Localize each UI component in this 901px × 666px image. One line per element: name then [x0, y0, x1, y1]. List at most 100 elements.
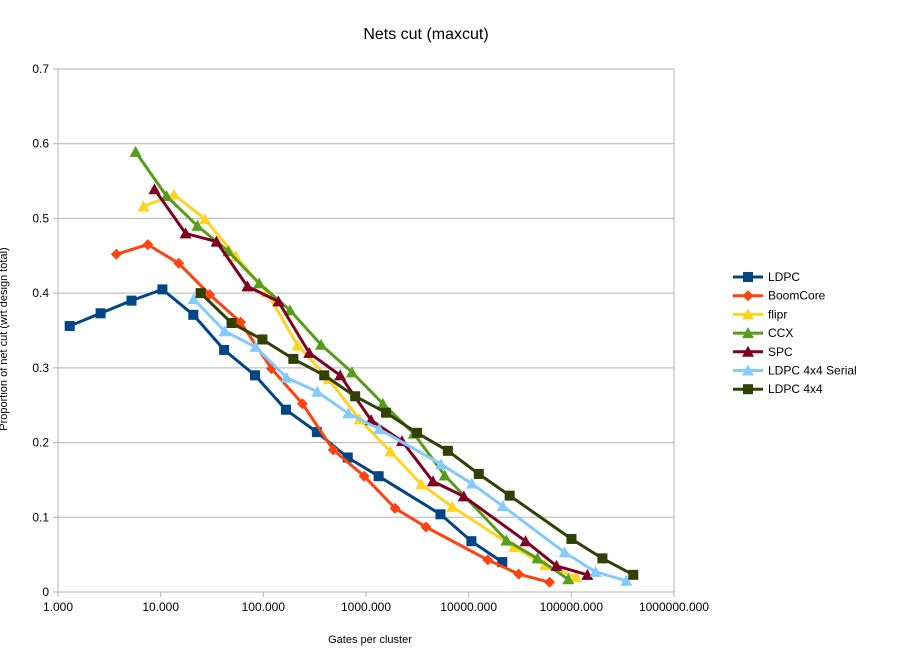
- data-point-ldpc: [250, 370, 261, 381]
- series-line-flipr: [142, 193, 577, 579]
- data-point-flipr: [415, 478, 428, 490]
- y-tick-label: 0.6: [32, 137, 49, 151]
- data-point-ldpc-4x4: [226, 318, 237, 329]
- data-point-ccx: [160, 190, 173, 202]
- data-point-spc: [426, 475, 439, 487]
- y-tick-label: 0.1: [32, 510, 49, 524]
- data-point-ldpc-4x4-serial: [187, 293, 200, 305]
- legend-item-ldpc-4x4-serial: LDPC 4x4 Serial: [733, 364, 857, 378]
- data-point-ccx: [438, 469, 451, 481]
- data-point-boomcore: [544, 576, 556, 588]
- y-tick-label: 0.4: [32, 286, 49, 300]
- series-flipr: [137, 188, 582, 583]
- data-point-ccx: [500, 534, 513, 546]
- data-point-ldpc-4x4-serial: [434, 458, 447, 470]
- x-tick-label: 100000.000: [540, 600, 604, 614]
- data-point-spc: [550, 559, 563, 571]
- gridlines: [53, 68, 674, 593]
- data-point-ldpc-4x4-serial: [620, 574, 633, 586]
- data-point-spc: [457, 490, 470, 502]
- legend-item-spc: SPC: [733, 345, 793, 359]
- data-point-ldpc: [311, 427, 322, 438]
- y-tick-label: 0.7: [32, 62, 49, 76]
- series-ldpc: [64, 284, 508, 568]
- data-point-spc: [334, 369, 347, 381]
- data-point-ldpc-4x4: [288, 353, 299, 364]
- legend-label: LDPC 4x4 Serial: [768, 364, 857, 378]
- data-point-flipr: [446, 500, 459, 512]
- data-point-ldpc-4x4: [319, 370, 330, 381]
- legend-label: flipr: [768, 307, 787, 321]
- data-point-boomcore: [513, 568, 525, 580]
- data-point-boomcore: [327, 444, 339, 456]
- data-point-spc: [210, 235, 223, 247]
- x-tick-labels: 1.000 10.000 100.000 1000.000 10000.000 10000…: [43, 592, 709, 614]
- y-tick-label: 0: [42, 585, 49, 599]
- legend-label: LDPC 4x4: [768, 382, 823, 396]
- data-point-flipr: [137, 200, 150, 212]
- x-axis-label: Gates per cluster: [328, 634, 412, 646]
- data-point-ccx: [376, 397, 389, 409]
- data-point-ldpc-4x4: [442, 445, 453, 456]
- legend-marker: [742, 290, 754, 302]
- data-point-ldpc: [126, 295, 137, 306]
- data-point-ldpc: [373, 471, 384, 482]
- data-point-ccx: [284, 304, 297, 316]
- data-point-flipr: [168, 188, 181, 200]
- data-point-flipr: [569, 571, 582, 583]
- legend-label: CCX: [768, 326, 793, 340]
- legend-item-ldpc-4x4: LDPC 4x4: [733, 382, 823, 396]
- data-point-ldpc: [280, 404, 291, 415]
- data-point-ldpc-4x4-serial: [218, 325, 231, 337]
- data-point-ldpc-4x4-serial: [342, 407, 355, 419]
- y-tick-labels: 0 0.1 0.2 0.3 0.4 0.5 0.6 0.7: [32, 62, 49, 599]
- data-point-ldpc: [95, 308, 106, 319]
- data-point-boomcore: [482, 554, 494, 566]
- x-tick-label: 10000.000: [440, 600, 497, 614]
- data-point-ccx: [191, 219, 204, 231]
- legend-marker: [742, 308, 754, 320]
- data-point-ldpc-4x4-serial: [249, 340, 262, 352]
- data-point-ldpc: [342, 452, 353, 463]
- x-tick-label: 100.000: [242, 600, 286, 614]
- data-point-ccx: [345, 366, 358, 378]
- data-point-ccx: [253, 277, 266, 289]
- data-point-ldpc-4x4: [411, 427, 422, 438]
- x-tick-label: 1000000.000: [639, 600, 709, 614]
- series-group: [64, 145, 639, 588]
- legend: LDPC BoomCore flipr CCX SPC LDPC 4x4 Serial LD…: [733, 270, 857, 396]
- data-point-boomcore: [173, 257, 185, 269]
- data-point-ldpc: [64, 321, 75, 332]
- legend-item-ldpc: LDPC: [733, 270, 800, 284]
- data-point-ldpc: [497, 557, 508, 568]
- legend-marker: [742, 327, 754, 339]
- chart-title: Nets cut (maxcut): [363, 26, 488, 43]
- data-point-spc: [241, 280, 254, 292]
- data-point-ldpc-4x4: [257, 334, 268, 345]
- data-point-ldpc: [435, 509, 446, 520]
- data-point-boomcore: [296, 398, 308, 410]
- legend-marker: [743, 384, 753, 395]
- y-tick-label: 0.2: [32, 436, 49, 450]
- data-point-spc: [519, 535, 532, 547]
- data-point-ldpc-4x4: [597, 553, 608, 564]
- data-point-spc: [179, 227, 192, 239]
- x-tick-label: 1000.000: [341, 600, 391, 614]
- data-point-boomcore: [142, 239, 154, 251]
- data-point-spc: [148, 183, 161, 195]
- data-point-spc: [272, 295, 285, 307]
- legend-item-boomcore: BoomCore: [733, 289, 826, 303]
- series-line-ldpc: [69, 287, 504, 564]
- y-tick-label: 0.5: [32, 211, 49, 225]
- data-point-ldpc-4x4-serial: [496, 500, 509, 512]
- data-point-ldpc-4x4-serial: [589, 565, 602, 577]
- data-point-ldpc-4x4: [381, 407, 392, 418]
- data-point-boomcore: [420, 521, 432, 533]
- legend-item-ccx: CCX: [733, 326, 793, 340]
- data-point-boomcore: [110, 248, 122, 260]
- data-point-ccx: [531, 552, 544, 564]
- legend-marker: [743, 272, 753, 282]
- data-point-spc: [303, 346, 316, 358]
- x-tick-label: 1.000: [43, 600, 73, 614]
- data-point-ldpc: [157, 284, 168, 295]
